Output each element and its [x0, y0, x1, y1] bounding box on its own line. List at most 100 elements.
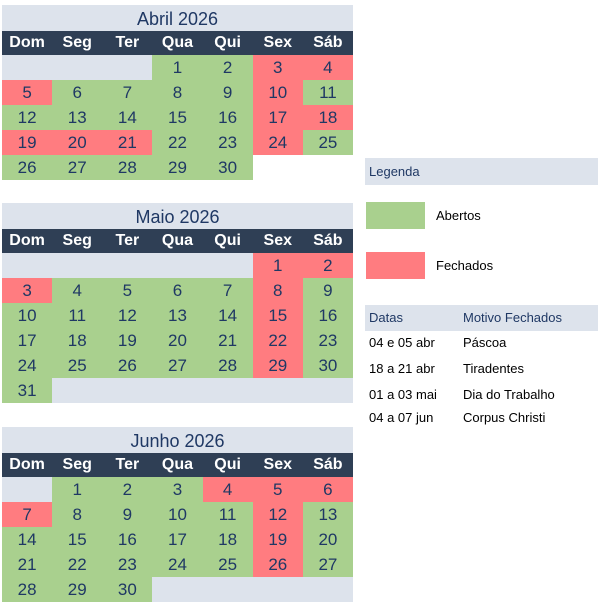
- day-cell-open: 17: [152, 527, 203, 552]
- empty-cell: [102, 55, 153, 80]
- day-cell-open: 20: [302, 527, 353, 552]
- day-cell-open: 11: [52, 303, 103, 328]
- weekday-label: Sex: [263, 232, 292, 249]
- day-cell-closed: 10: [252, 80, 303, 105]
- day-cell-closed: 6: [302, 477, 353, 502]
- day-cell-open: 12: [2, 105, 53, 130]
- day-cell-open: 16: [102, 527, 153, 552]
- day-cell-closed: 2: [302, 253, 353, 278]
- empty-cell: [2, 253, 53, 278]
- legend-swatch-closed: [366, 252, 425, 279]
- weekday-label: Sáb: [313, 456, 343, 473]
- day-cell-open: 16: [202, 105, 253, 130]
- day-cell-open: 6: [152, 278, 203, 303]
- day-cell-open: 17: [2, 328, 53, 353]
- empty-cell: [52, 378, 103, 403]
- day-cell-open: 4: [52, 278, 103, 303]
- day-cell-open: 29: [152, 155, 203, 180]
- day-cell-open: 11: [302, 80, 353, 105]
- day-cell-open: 5: [102, 278, 153, 303]
- day-cell-open: 8: [152, 80, 203, 105]
- day-cell-closed: 18: [302, 105, 353, 130]
- empty-cell: [102, 253, 153, 278]
- day-grid: 1 2 3 4 5 6 7 8 9 10 11 12 13 14 15 16 17 18 19 20 21 22 23 24 2…: [2, 253, 353, 403]
- weekday-header-row: Dom Seg Ter Qua Qui Sex Sáb: [2, 453, 353, 477]
- day-cell-open: 25: [52, 353, 103, 378]
- empty-cell: [252, 577, 303, 602]
- day-cell-open: 9: [302, 278, 353, 303]
- weekday-label: Ter: [115, 456, 140, 473]
- weekday-label: Ter: [115, 34, 140, 51]
- closure-reason: Dia do Trabalho: [463, 387, 555, 402]
- empty-cell: [2, 55, 53, 80]
- empty-cell: [202, 577, 253, 602]
- day-cell-closed: 21: [102, 130, 153, 155]
- day-cell-closed: 20: [52, 130, 103, 155]
- day-cell-closed: 15: [252, 303, 303, 328]
- day-cell-closed: 7: [2, 502, 53, 527]
- day-cell-open: 23: [302, 328, 353, 353]
- weekday-label: Qui: [214, 456, 241, 473]
- day-cell-open: 24: [152, 552, 203, 577]
- day-cell-closed: 5: [2, 80, 53, 105]
- day-cell-open: 26: [102, 353, 153, 378]
- day-cell-open: 11: [202, 502, 253, 527]
- day-cell-open: 12: [102, 303, 153, 328]
- date-range: 04 a 07 jun: [369, 410, 434, 425]
- empty-cell: [102, 378, 153, 403]
- closure-reason: Páscoa: [463, 335, 507, 350]
- day-grid: 1 2 3 4 5 6 7 8 9 10 11 12 13 14 15 16 17 18 19 20 21 22 23 24 2…: [2, 477, 353, 602]
- day-cell-open: 18: [202, 527, 253, 552]
- empty-cell: [52, 253, 103, 278]
- day-cell-open: 1: [152, 55, 203, 80]
- empty-cell: [152, 253, 203, 278]
- weekday-label: Sáb: [313, 34, 343, 51]
- day-cell-open: 14: [202, 303, 253, 328]
- day-cell-open: 29: [52, 577, 103, 602]
- day-cell-open: 23: [202, 130, 253, 155]
- day-cell-open: 28: [2, 577, 53, 602]
- weekday-header-row: Dom Seg Ter Qua Qui Sex Sáb: [2, 229, 353, 253]
- legend-label-closed: Fechados: [436, 258, 494, 273]
- day-cell-closed: 3: [2, 278, 53, 303]
- closure-reason: Corpus Christi: [463, 410, 546, 425]
- day-cell-open: 14: [102, 105, 153, 130]
- day-cell-open: 18: [52, 328, 103, 353]
- day-cell-closed: 29: [252, 353, 303, 378]
- month-title: Abril 2026: [2, 5, 353, 31]
- weekday-label: Ter: [115, 232, 140, 249]
- weekday-label: Qua: [161, 456, 194, 473]
- empty-cell: [152, 577, 203, 602]
- day-cell-closed: 19: [252, 527, 303, 552]
- day-cell-open: 27: [152, 353, 203, 378]
- day-cell-open: 8: [52, 502, 103, 527]
- day-cell-open: 27: [302, 552, 353, 577]
- day-cell-open: 21: [202, 328, 253, 353]
- date-range: 18 a 21 abr: [369, 361, 435, 376]
- day-cell-open: 30: [202, 155, 253, 180]
- day-cell-open: 9: [102, 502, 153, 527]
- day-cell-open: 14: [2, 527, 53, 552]
- day-grid: 1 2 3 4 5 6 7 8 9 10 11 12 13 14 15 16 17 18 19 20 21 22 23 24 2…: [2, 55, 353, 180]
- day-cell-closed: 12: [252, 502, 303, 527]
- empty-cell: [252, 378, 303, 403]
- empty-cell: [302, 378, 353, 403]
- weekday-label: Qua: [161, 232, 194, 249]
- day-cell-open: 20: [152, 328, 203, 353]
- day-cell-open: 2: [102, 477, 153, 502]
- day-cell-closed: 5: [252, 477, 303, 502]
- day-cell-open: 24: [2, 353, 53, 378]
- legend-swatch-open: [366, 202, 425, 229]
- day-cell-open: 31: [2, 378, 53, 403]
- date-range: 01 a 03 mai: [369, 387, 437, 402]
- day-cell-open: 30: [302, 353, 353, 378]
- day-cell-closed: 8: [252, 278, 303, 303]
- day-cell-open: 6: [52, 80, 103, 105]
- day-cell-closed: 26: [252, 552, 303, 577]
- day-cell-closed: 3: [252, 55, 303, 80]
- weekday-header-row: Dom Seg Ter Qua Qui Sex Sáb: [2, 31, 353, 55]
- weekday-label: Dom: [9, 232, 45, 249]
- day-cell-open: 28: [202, 353, 253, 378]
